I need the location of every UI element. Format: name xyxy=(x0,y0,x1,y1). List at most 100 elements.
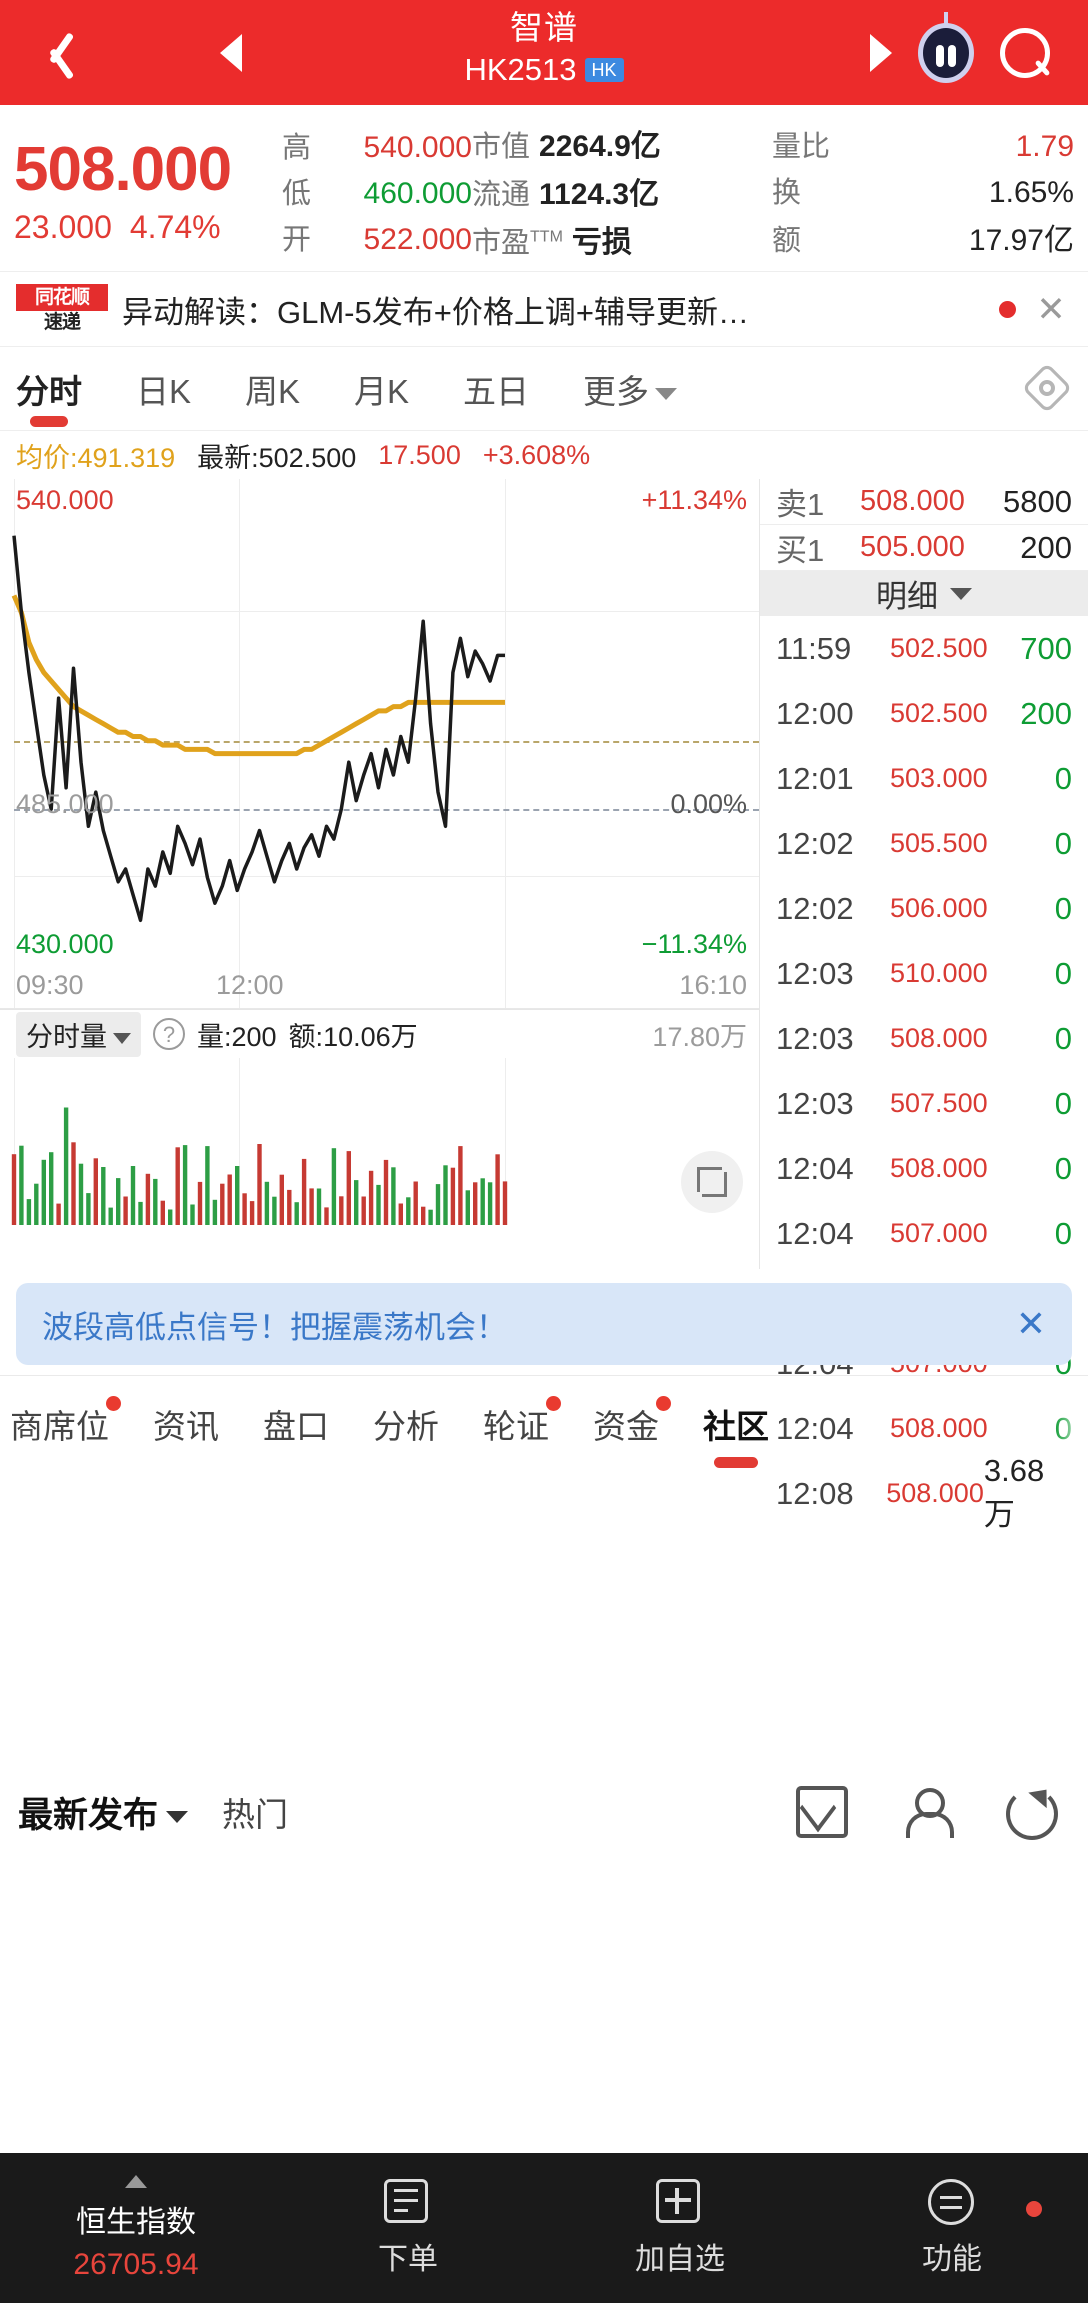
feed-header: 最新发布 热门 xyxy=(0,1471,1088,2153)
expand-fullscreen-icon[interactable] xyxy=(681,1151,743,1213)
volume-panel[interactable]: 分时量 ? 量:200 额:10.06万 17.80万 xyxy=(0,1009,759,1225)
search-icon[interactable] xyxy=(1000,27,1050,78)
tick-price: 502.500 xyxy=(890,698,988,728)
refresh-icon[interactable] xyxy=(1004,1786,1058,1840)
tab-week-k[interactable]: 周K xyxy=(245,372,301,410)
chevron-down-icon xyxy=(113,1032,131,1044)
up-triangle-icon xyxy=(125,2174,147,2188)
section-tab-2[interactable]: 盘口 xyxy=(263,1400,329,1448)
user-icon[interactable] xyxy=(900,1786,954,1838)
tab-month-k[interactable]: 月K xyxy=(354,372,410,410)
section-tab-5[interactable]: 资金 xyxy=(593,1395,671,1448)
stock-code: HK2513 xyxy=(464,52,577,87)
tick-price: 502.500 xyxy=(890,633,988,663)
back-button[interactable] xyxy=(0,24,120,82)
order-form-icon xyxy=(384,2178,432,2227)
tab-day-k[interactable]: 日K xyxy=(136,372,192,410)
amount-readout: 额:10.06万 xyxy=(288,1021,418,1052)
promo-text: 波段高低点信号！把握震荡机会！ xyxy=(42,1309,507,1345)
nav-index-hsi[interactable]: 恒生指数 26705.94 xyxy=(0,2174,272,2282)
detail-tab-selector[interactable]: 明细 xyxy=(760,571,1088,616)
section-tab-6[interactable]: 社区 xyxy=(703,1400,769,1448)
ask-row-1[interactable]: 卖1 508.000 5800 xyxy=(760,479,1088,525)
chart-tab-bar: 分时 日K 周K 月K 五日 更多 xyxy=(0,347,1088,431)
robot-assistant-icon[interactable] xyxy=(918,22,974,83)
question-mark-icon[interactable]: ? xyxy=(153,1018,185,1050)
price-line-svg xyxy=(11,535,505,923)
tab-badge-dot xyxy=(546,1395,561,1411)
chart-pct-mid-label: 0.00% xyxy=(670,789,747,819)
tab-five-day[interactable]: 五日 xyxy=(463,372,530,410)
tick-volume: 0 xyxy=(1054,890,1072,926)
chart-ymax-label: 540.000 xyxy=(16,485,114,515)
quote-panel: 508.000 23.000 4.74% 高 540.000 低 460.000 开… xyxy=(0,105,1088,271)
last-price: 508.000 xyxy=(14,134,232,204)
section-tab-1[interactable]: 资讯 xyxy=(153,1400,219,1448)
tick-row: 12:04 507.000 0 xyxy=(760,1201,1088,1266)
chart-ymid-label: 485.000 xyxy=(16,789,114,819)
mail-icon[interactable] xyxy=(796,1786,848,1838)
chart-and-orderbook: 540.000 +11.34% 485.000 0.00% 430.000 −1… xyxy=(0,479,1088,1532)
tick-time: 12:04 xyxy=(776,1410,854,1446)
ratio-stats-block: 量比 1.79 换 1.65% 额 17.97亿 xyxy=(772,123,1074,259)
last-price-readout: 最新:502.500 xyxy=(197,442,357,473)
low-value: 460.000 xyxy=(363,177,472,210)
section-tab-3[interactable]: 分析 xyxy=(373,1400,439,1448)
tick-time: 12:04 xyxy=(776,1150,854,1186)
section-tab-0[interactable]: 商席位 xyxy=(10,1395,121,1448)
news-banner[interactable]: 同花顺 速递 异动解读：GLM-5发布+价格上调+辅导更新… ✕ xyxy=(0,271,1088,347)
tick-row: 12:02 506.000 0 xyxy=(760,876,1088,941)
amount-label: 额 xyxy=(772,225,802,257)
amount-value: 17.97亿 xyxy=(968,224,1074,257)
chart-summary-line: 均价:491.319 最新:502.500 17.500 +3.608% xyxy=(0,431,1088,479)
chart-x-axis: 09:30 12:00 16:10 xyxy=(0,962,759,1008)
ask-label: 卖1 xyxy=(776,487,825,522)
ths-logo-top: 同花顺 xyxy=(16,283,108,311)
price-chart[interactable]: 540.000 +11.34% 485.000 0.00% 430.000 −1… xyxy=(0,479,759,1009)
chart-pct-min-label: −11.34% xyxy=(641,929,747,959)
turnover-value: 1.65% xyxy=(988,176,1074,209)
tick-row: 12:01 503.000 0 xyxy=(760,746,1088,811)
turnover-label: 换 xyxy=(772,177,802,209)
bid-label: 买1 xyxy=(776,533,825,568)
tick-price: 508.000 xyxy=(890,1413,988,1443)
nav-order[interactable]: 下单 xyxy=(272,2178,544,2278)
chevron-down-icon xyxy=(950,587,972,600)
tick-volume: 0 xyxy=(1054,1215,1072,1251)
tick-volume: 0 xyxy=(1054,1020,1072,1056)
nav-functions[interactable]: 功能 xyxy=(816,2178,1088,2278)
xtick-close: 16:10 xyxy=(679,969,747,1000)
prev-stock-button[interactable] xyxy=(220,33,242,72)
tick-row: 11:59 502.500 700 xyxy=(760,616,1088,681)
tick-volume: 0 xyxy=(1054,955,1072,991)
tick-price: 508.000 xyxy=(886,1478,984,1508)
index-value: 26705.94 xyxy=(73,2247,199,2281)
mktcap-value: 2264.9亿 xyxy=(539,130,661,163)
close-icon[interactable]: ✕ xyxy=(1036,289,1066,329)
promo-banner[interactable]: 波段高低点信号！把握震荡机会！ ✕ xyxy=(16,1283,1072,1365)
price-block: 508.000 23.000 4.74% xyxy=(14,134,282,246)
tick-time: 12:02 xyxy=(776,825,854,861)
high-low-open-block: 高 540.000 低 460.000 开 522.000 xyxy=(282,124,472,258)
tab-more[interactable]: 更多 xyxy=(583,365,678,413)
tick-time: 12:03 xyxy=(776,1020,854,1056)
tab-fenshi[interactable]: 分时 xyxy=(16,365,82,413)
chart-ymin-label: 430.000 xyxy=(16,929,114,959)
nav-add-watchlist[interactable]: 加自选 xyxy=(544,2178,816,2278)
delta-readout: 17.500 xyxy=(378,439,461,470)
volume-readout: 量:200 xyxy=(197,1021,277,1052)
news-headline[interactable]: 异动解读：GLM-5发布+价格上调+辅导更新… xyxy=(122,294,749,330)
volume-type-selector[interactable]: 分时量 xyxy=(16,1011,141,1057)
feed-sort-selector[interactable]: 最新发布 xyxy=(18,1787,189,1838)
feed-hot-tab[interactable]: 热门 xyxy=(222,1796,289,1833)
indicator-settings-icon[interactable] xyxy=(1021,362,1073,413)
close-icon[interactable]: ✕ xyxy=(1015,1303,1046,1344)
next-stock-button[interactable] xyxy=(870,33,892,72)
nav-add-label: 加自选 xyxy=(635,2242,725,2276)
section-tab-label: 盘口 xyxy=(263,1407,329,1445)
section-tab-4[interactable]: 轮证 xyxy=(483,1395,561,1448)
tick-time: 12:08 xyxy=(776,1475,854,1511)
volume-panel-header: 分时量 ? 量:200 额:10.06万 17.80万 xyxy=(0,1010,759,1058)
bid-row-1[interactable]: 买1 505.000 200 xyxy=(760,525,1088,571)
